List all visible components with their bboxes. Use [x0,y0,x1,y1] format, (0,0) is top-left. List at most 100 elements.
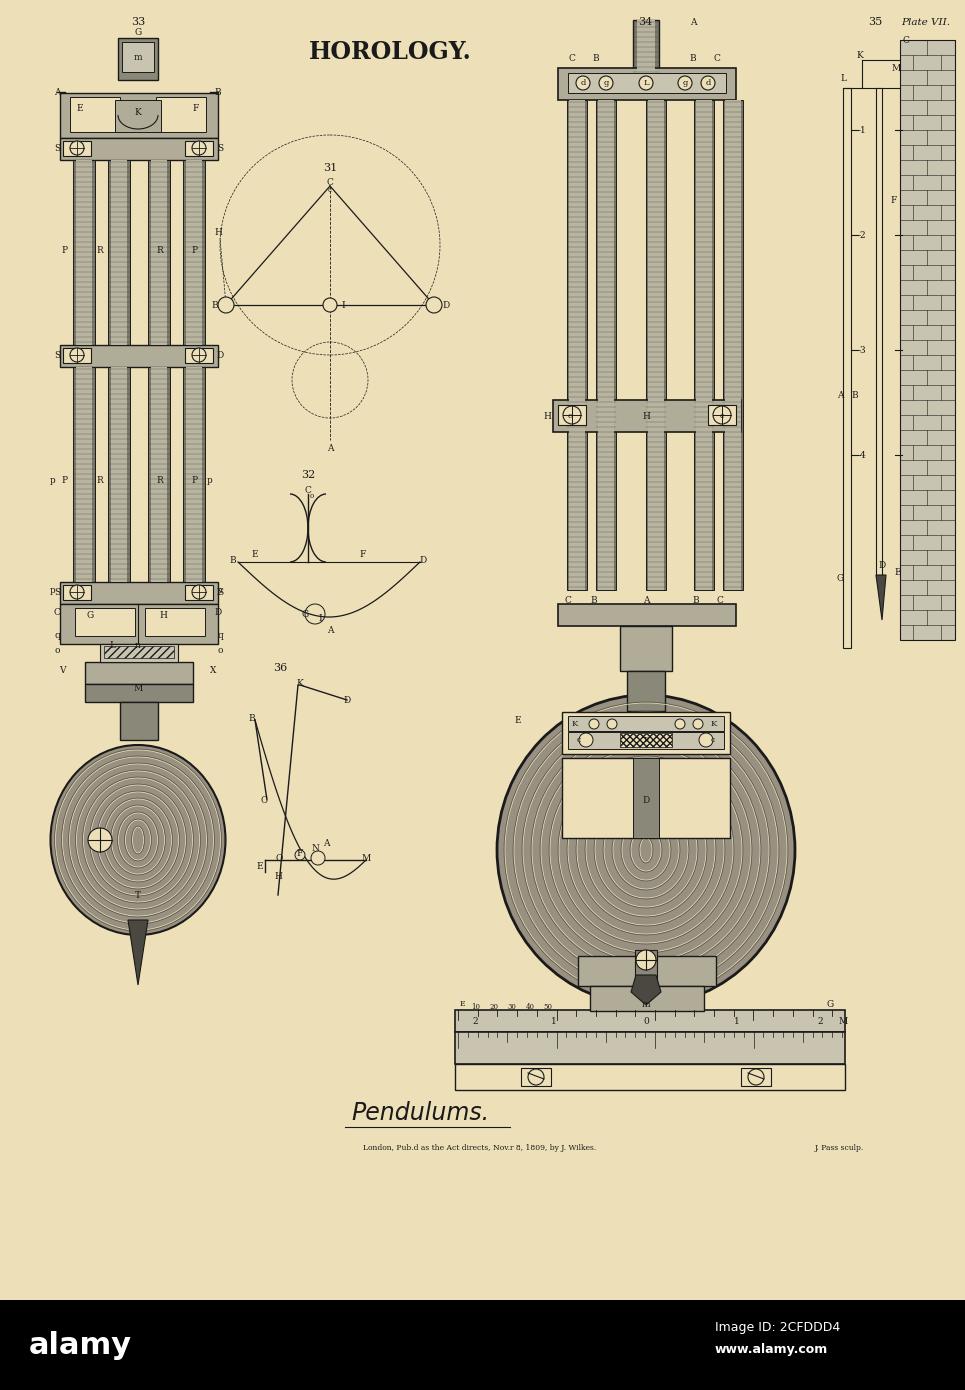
Text: C: C [565,595,571,605]
Text: G: G [837,574,843,582]
Text: A: A [327,626,333,634]
Text: S: S [217,588,223,596]
Bar [95,367,108,582]
Circle shape [639,76,653,90]
Text: B: B [690,53,697,63]
Bar [73,160,95,345]
Bar [633,19,659,88]
Text: C: C [713,53,721,63]
Polygon shape [631,974,661,1005]
Circle shape [599,76,613,90]
Text: 50: 50 [543,1004,553,1011]
Text: C: C [568,53,575,63]
Bar [568,716,724,731]
Text: N: N [311,844,319,852]
Text: B: B [593,53,599,63]
Text: E: E [459,999,465,1008]
Bar [183,367,205,582]
Text: J. Pass sculp.: J. Pass sculp. [815,1144,865,1152]
Bar [876,88,882,578]
Text: R: R [96,246,103,254]
Bar [648,100,664,589]
Text: B: B [852,391,858,399]
Text: p: p [207,475,213,485]
Bar [633,758,659,838]
Bar [569,100,585,589]
Text: V: V [59,666,66,674]
Text: K: K [134,107,142,117]
Text: m: m [134,53,142,61]
Bar [696,100,712,589]
Bar [85,684,193,702]
Text: H: H [543,411,551,421]
Bar [694,100,714,589]
Bar [63,585,91,600]
Text: K: K [857,50,864,60]
Bar [104,646,174,657]
Circle shape [70,348,84,361]
Text: B: B [230,556,236,564]
Text: q: q [54,631,60,639]
Text: 36: 36 [273,663,288,673]
Text: B: B [693,595,700,605]
Bar [145,607,205,637]
Bar [635,949,657,986]
Bar [596,100,616,589]
Bar [558,605,736,626]
Text: E: E [76,103,83,113]
Circle shape [675,719,685,728]
Text: D: D [643,795,649,805]
Bar [186,367,202,582]
Text: A: A [54,88,60,96]
Bar [76,367,92,582]
Text: P: P [192,475,198,485]
Text: G: G [826,999,834,1009]
Circle shape [70,585,84,599]
Circle shape [323,297,337,311]
Text: 35: 35 [868,17,882,26]
Text: D: D [878,560,886,570]
Text: F: F [643,735,648,744]
Bar [170,160,183,345]
Bar [100,644,178,662]
Bar [558,404,586,425]
Text: O: O [275,853,283,863]
Text: 2: 2 [817,1017,823,1026]
Text: e: e [720,411,725,420]
Polygon shape [876,575,886,620]
Text: F: F [193,103,199,113]
Text: o: o [310,492,315,500]
Bar [714,100,723,589]
Text: -3: -3 [858,346,867,354]
Bar [60,93,218,138]
Text: P: P [192,246,198,254]
Text: e: e [567,411,572,420]
Text: p: p [50,475,56,485]
Text: F: F [297,848,303,858]
Bar [95,160,108,345]
Text: T: T [135,891,141,899]
Bar [598,100,614,589]
Bar [183,160,205,345]
Text: P: P [62,475,69,485]
Circle shape [528,1069,544,1086]
Bar [708,404,736,425]
Bar [85,662,193,684]
Text: R: R [96,475,103,485]
Bar [521,1068,551,1086]
Bar [568,74,726,93]
Circle shape [748,1069,764,1086]
Bar [664,100,694,589]
Text: 32: 32 [301,470,316,480]
Text: n: n [135,641,141,649]
Bar [620,626,672,671]
Bar [111,367,127,582]
Ellipse shape [497,695,795,1005]
Text: F: F [360,549,366,559]
Text: HOROLOGY.: HOROLOGY. [309,40,471,64]
Bar [646,100,666,589]
Circle shape [88,828,112,852]
Circle shape [579,733,593,746]
Circle shape [192,348,206,361]
Circle shape [192,585,206,599]
